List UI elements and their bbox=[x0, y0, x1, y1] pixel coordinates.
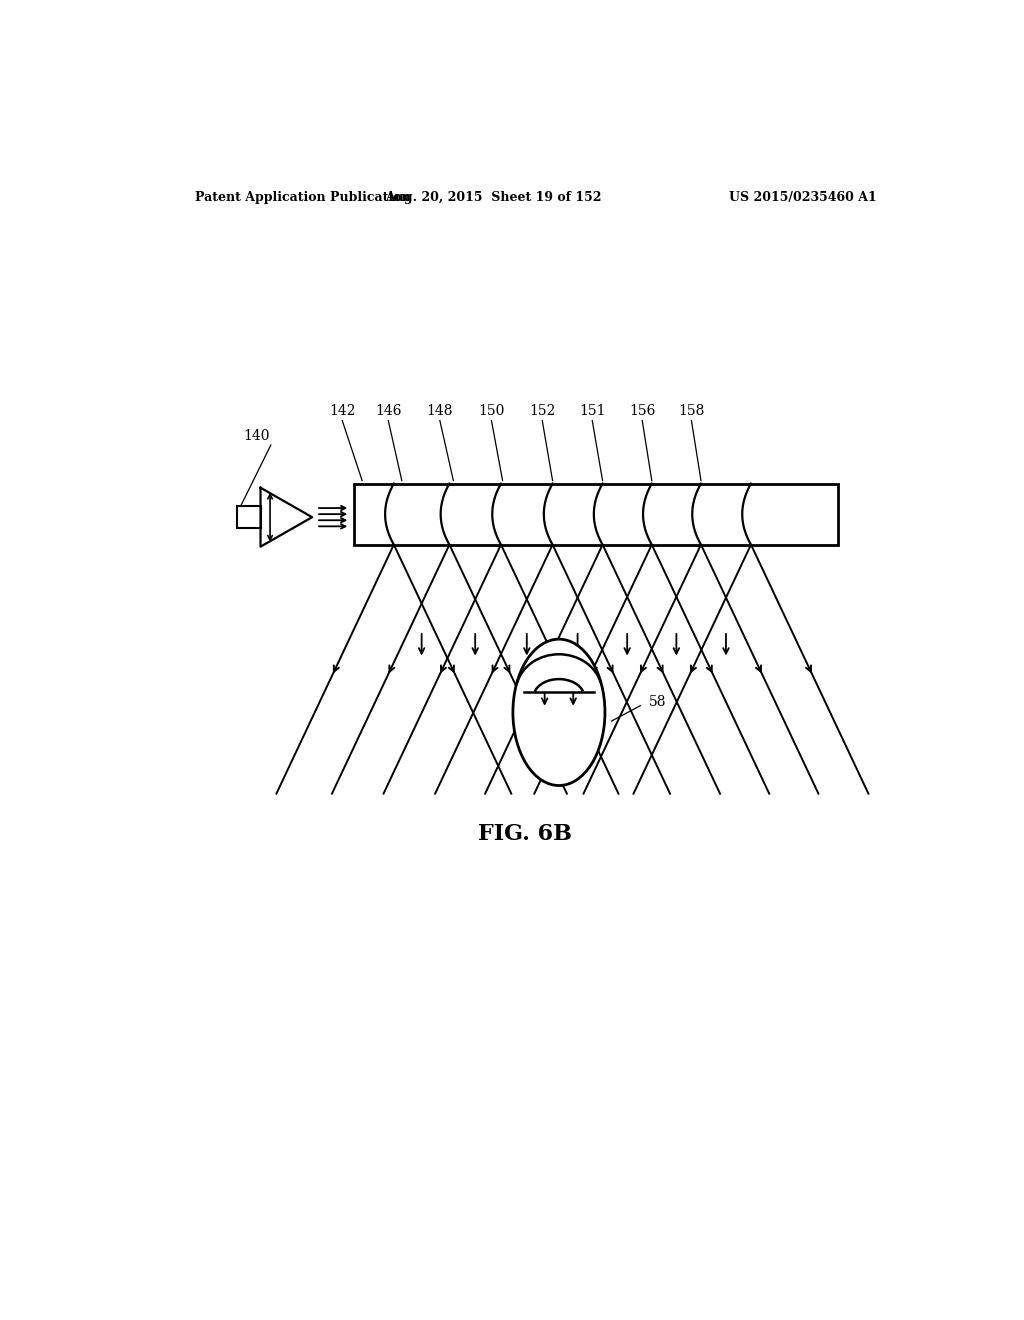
Bar bbox=[237, 506, 260, 528]
Ellipse shape bbox=[513, 639, 605, 785]
Text: Patent Application Publication: Patent Application Publication bbox=[196, 190, 411, 203]
Text: 150: 150 bbox=[478, 404, 505, 417]
Text: 58: 58 bbox=[648, 696, 666, 709]
Text: 156: 156 bbox=[629, 404, 655, 417]
Text: 140: 140 bbox=[244, 429, 269, 444]
Text: Aug. 20, 2015  Sheet 19 of 152: Aug. 20, 2015 Sheet 19 of 152 bbox=[385, 190, 601, 203]
Text: 158: 158 bbox=[678, 404, 705, 417]
Text: 142: 142 bbox=[329, 404, 355, 417]
Text: 152: 152 bbox=[529, 404, 555, 417]
Text: 146: 146 bbox=[375, 404, 401, 417]
Bar bbox=[354, 483, 839, 545]
Text: 151: 151 bbox=[579, 404, 605, 417]
Text: 148: 148 bbox=[427, 404, 454, 417]
Text: US 2015/0235460 A1: US 2015/0235460 A1 bbox=[729, 190, 877, 203]
Text: FIG. 6B: FIG. 6B bbox=[478, 824, 571, 845]
